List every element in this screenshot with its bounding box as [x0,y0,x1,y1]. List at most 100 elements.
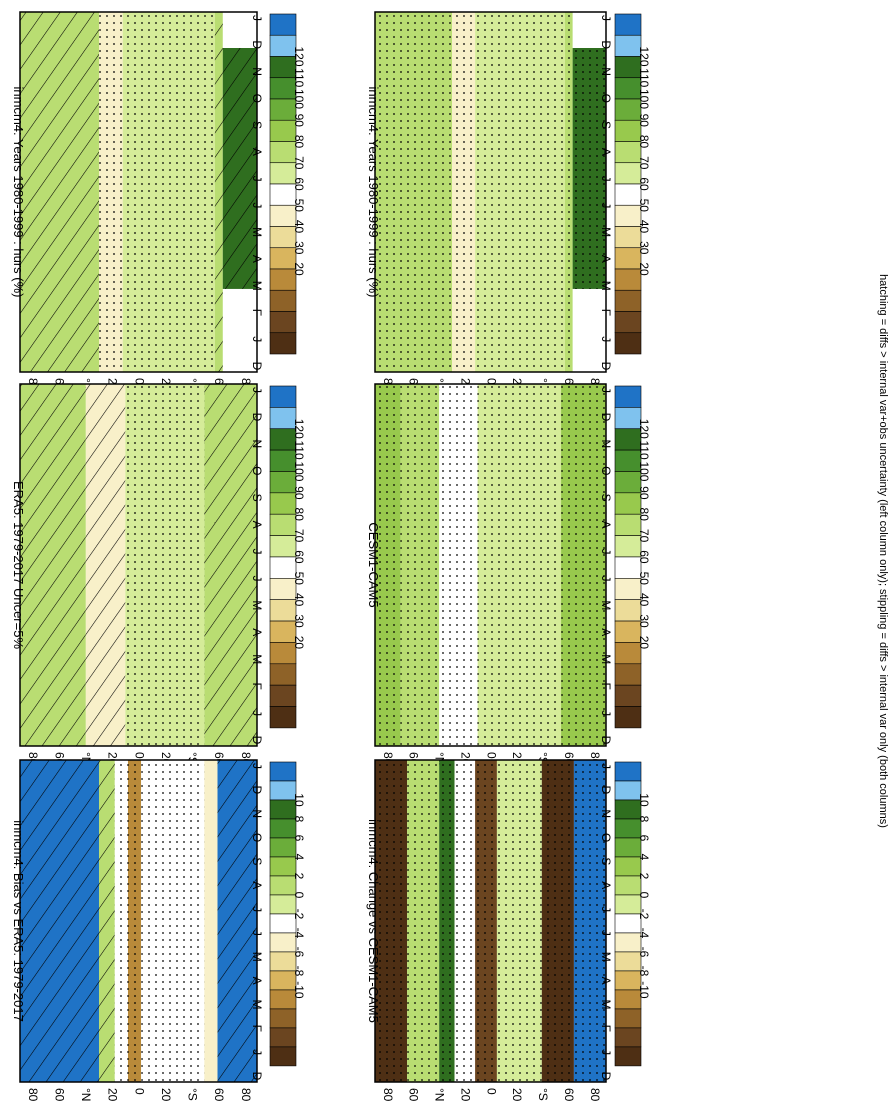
colorbar-swatch [614,894,642,915]
colorbar-swatch [614,780,642,801]
band-pattern-p5-3 [127,760,142,1082]
month-tick-label: M [599,654,613,664]
month-tick-label: J [599,387,613,393]
colorbar-swatch [614,951,642,972]
colorbar-swatch [614,875,642,896]
month-tick-label: M [250,281,264,291]
colorbar-p6: 10 8 6 4 2 0 -2 -4 -6 -8 -10 [614,761,651,1067]
band-pattern-p1-1 [99,12,123,372]
colorbar-label: 60 [292,177,306,191]
colorbar-label: 4 [637,854,651,861]
month-tick-label: S [599,494,613,502]
colorbar-label: 110 [637,68,651,87]
month-tick-label: O [250,466,264,475]
colorbar-swatch [269,56,297,79]
band-pattern-p6-1 [407,760,440,1082]
month-tick-label: F [250,1025,264,1032]
month-tick-label: M [599,999,613,1009]
month-tick-label: J [250,906,264,912]
month-tick-label: J [250,710,264,716]
band-pattern-p1-2 [122,12,215,372]
month-tick-label: J [599,15,613,21]
colorbar-swatch [614,141,642,164]
month-tick-label: A [599,521,613,529]
colorbar-swatch [269,761,297,782]
month-tick-label: O [250,94,264,103]
colorbar-label: 70 [292,529,306,543]
colorbar-swatch [269,98,297,121]
colorbar-label: -8 [292,966,306,977]
month-tick-label: F [599,1025,613,1032]
month-tick-label: J [250,930,264,936]
colorbar-swatch [269,204,297,227]
panel-frame-p4 [374,383,607,747]
month-tick-label: N [599,67,613,76]
lat-tick-label: 20 [458,1088,472,1102]
month-tick-label: S [599,857,613,865]
colorbar-swatch [614,970,642,991]
colorbar-label: 100 [637,461,651,481]
month-tick-label: J [250,202,264,208]
colorbar-label: 80 [637,508,651,522]
colorbar-swatch [269,556,297,579]
colorbar-swatch [269,385,297,408]
colorbar-swatch [269,141,297,164]
colorbar-swatch [269,875,297,896]
colorbar-swatch [269,13,297,36]
colorbar-swatch [614,642,642,665]
month-tick-label: J [599,575,613,581]
colorbar-swatch [269,119,297,142]
band-pattern-p4-0 [375,384,401,746]
colorbar-label: 50 [292,572,306,586]
colorbar-swatch [269,513,297,536]
colorbar-swatch [614,535,642,558]
colorbar-swatch [614,989,642,1010]
panel-frame-p3 [19,383,258,747]
band-pattern-p2-4 [572,48,606,289]
month-tick-label: M [250,999,264,1009]
colorbar-swatch [269,818,297,839]
month-tick-label: A [599,977,613,985]
colorbar-swatch [614,556,642,579]
colorbar-label: 30 [637,241,651,255]
panel-frame-p1 [19,11,258,373]
lat-tick-label: °N [79,1088,93,1101]
colorbar-swatch [614,799,642,820]
band-pattern-p2-3 [564,12,573,372]
month-tick-label: F [599,309,613,316]
month-tick-label: J [250,1049,264,1055]
month-tick-label: J [250,387,264,393]
month-tick-label: A [599,148,613,156]
colorbar-swatch [269,471,297,494]
band-pattern-p1-0 [20,12,99,372]
colorbar-swatch [269,289,297,312]
month-tick-label: J [599,176,613,182]
band-pattern-p4-1 [400,384,440,746]
colorbar-swatch [269,684,297,707]
colorbar-swatch [269,578,297,600]
lat-tick-label: 0 [484,1088,498,1095]
month-tick-label: N [250,809,264,818]
band-pattern-p6-2 [439,760,455,1082]
month-tick-label: J [250,575,264,581]
colorbar-swatch [614,428,642,451]
colorbar-swatch [614,1008,642,1029]
band-pattern-p1-3 [214,12,223,372]
month-tick-label: M [599,227,613,237]
colorbar-label: 50 [637,199,651,213]
colorbar-label: 120 [292,419,306,439]
colorbar-label: 20 [637,636,651,650]
panel-title: inmcm4: Change vs CESM1-CAM5 [366,819,381,1023]
colorbar-swatch [614,162,642,185]
colorbar-swatch [269,989,297,1010]
colorbar-swatch [614,578,642,600]
colorbar-swatch [269,970,297,991]
colorbar-swatch [269,620,297,643]
colorbar-label: 120 [292,46,306,66]
colorbar-label: 40 [292,220,306,234]
colorbar-swatch [269,332,297,355]
